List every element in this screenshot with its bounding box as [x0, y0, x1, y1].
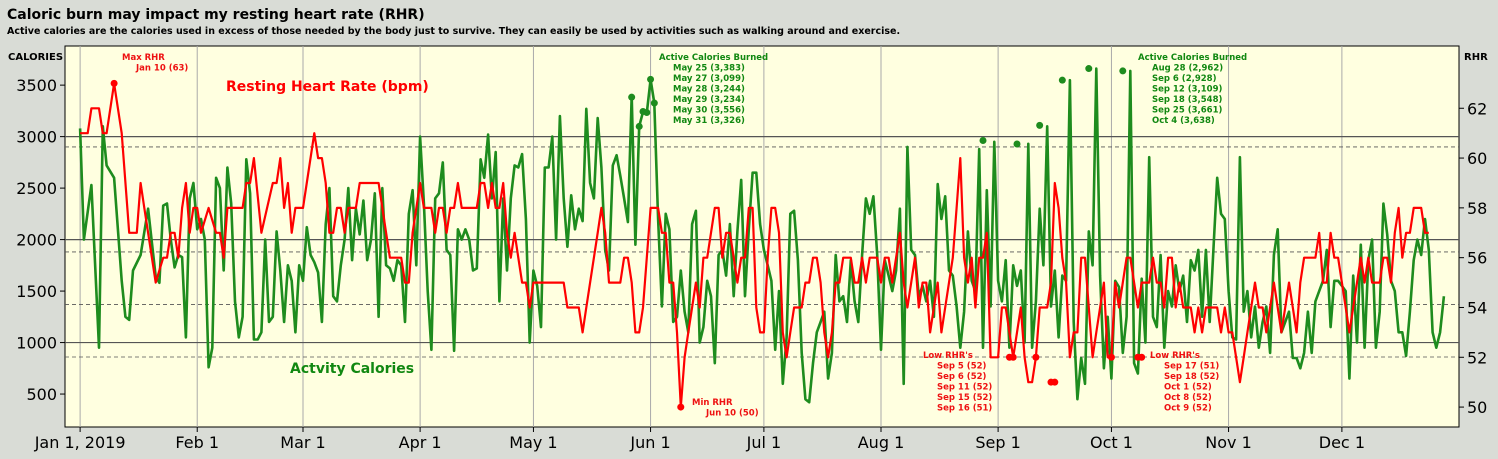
- active-aug-annotation-line: Sep 12 (3,109): [1152, 85, 1222, 95]
- y-right-tick-label: 50: [1467, 398, 1487, 417]
- chart-title: Caloric burn may impact my resting heart…: [7, 7, 425, 23]
- low-rhr-sep-annotation-line: Sep 15 (52): [937, 393, 992, 403]
- y-left-tick-label: 500: [26, 385, 57, 404]
- low-rhr-oct-annotation-line: Oct 8 (52): [1164, 393, 1212, 403]
- active-may-annotation-line: May 28 (3,244): [673, 85, 745, 95]
- max-rhr-annotation-line: Max RHR: [122, 53, 165, 63]
- calories-line: [78, 67, 1446, 404]
- y-right-tick-label: 60: [1467, 149, 1487, 168]
- active-aug-annotation-line: Oct 4 (3,638): [1152, 116, 1215, 126]
- x-tick-label: Aug 1: [858, 433, 905, 452]
- y-right-tick-label: 52: [1467, 348, 1487, 367]
- low-rhr-oct-annotation-line: Oct 9 (52): [1164, 404, 1212, 414]
- active-aug-annotation-line: Aug 28 (2,962): [1152, 64, 1223, 74]
- chart-subtitle: Active calories are the calories used in…: [7, 26, 900, 37]
- calorie-highlight-point: [1085, 65, 1093, 73]
- active-may-annotation-line: May 25 (3,383): [673, 64, 745, 74]
- y-axis-left: 500 1000 1500 2000 2500 3000 3500: [16, 76, 65, 404]
- x-axis: Jan 1, 2019 Feb 1 Mar 1 Apr 1 May 1 Jun 1 Jul …: [34, 427, 1365, 452]
- x-tick-label: Jun 1: [629, 433, 670, 452]
- rhr-low-point: [1107, 353, 1115, 361]
- low-rhr-sep-annotation-line: Sep 6 (52): [937, 372, 987, 382]
- active-aug-annotation-line: Sep 18 (3,548): [1152, 95, 1222, 105]
- y-right-tick-label: 54: [1467, 298, 1487, 317]
- rhr-low-point: [1051, 378, 1059, 386]
- active-may-annotation-line: May 29 (3,234): [673, 95, 745, 105]
- rhr-series: [80, 82, 1429, 409]
- low-rhr-sep-annotation-line: Low RHR's: [923, 351, 973, 361]
- rhr-max-point: [110, 79, 118, 87]
- markers: [110, 65, 1146, 411]
- active-may-annotation-line: May 30 (3,556): [673, 106, 745, 116]
- active-aug-annotation-line: Active Calories Burned: [1138, 53, 1247, 63]
- low-rhr-oct-annotation-line: Sep 18 (52): [1164, 372, 1219, 382]
- y-left-tick-label: 1500: [16, 282, 57, 301]
- rhr-low-point: [1138, 353, 1146, 361]
- active-may-annotation-line: Active Calories Burned: [659, 53, 768, 63]
- active-aug-annotation-line: Sep 6 (2,928): [1152, 74, 1217, 84]
- y-left-tick-label: 2000: [16, 231, 57, 250]
- calorie-highlight-point: [1013, 140, 1021, 148]
- low-rhr-oct-annotation-line: Low RHR's: [1150, 351, 1200, 361]
- y-right-tick-label: 62: [1467, 99, 1487, 118]
- y-right-tick-label: 58: [1467, 199, 1487, 218]
- calorie-highlight-point: [1119, 67, 1127, 75]
- low-rhr-sep-annotation-line: Sep 5 (52): [937, 362, 987, 372]
- x-tick-label: Feb 1: [175, 433, 219, 452]
- x-tick-label: Apr 1: [399, 433, 442, 452]
- x-tick-label: Dec 1: [1319, 433, 1365, 452]
- calorie-highlight-point: [650, 99, 658, 107]
- calories-series: [78, 67, 1446, 404]
- calorie-highlight-point: [1058, 76, 1066, 84]
- x-tick-label: Nov 1: [1205, 433, 1252, 452]
- rhr-low-point: [1032, 353, 1040, 361]
- y-axis-right: 50 52 54 56 58 60 62: [1459, 99, 1487, 417]
- calorie-highlight-point: [1036, 121, 1044, 129]
- active-may-annotation-line: May 27 (3,099): [673, 74, 745, 84]
- calories-series-label: Actvity Calories: [290, 361, 414, 377]
- low-rhr-sep-annotation-line: Sep 16 (51): [937, 404, 992, 414]
- min-rhr-annotation-line: Min RHR: [692, 398, 733, 408]
- y-left-tick-label: 3000: [16, 128, 57, 147]
- x-tick-label: Sep 1: [975, 433, 1020, 452]
- rhr-line: [80, 82, 1429, 409]
- x-tick-label: May 1: [509, 433, 557, 452]
- x-tick-label: Jan 1, 2019: [34, 433, 126, 452]
- rhr-low-point: [1009, 353, 1017, 361]
- calorie-highlight-point: [635, 122, 643, 130]
- x-tick-label: Oct 1: [1090, 433, 1133, 452]
- calorie-highlight-point: [979, 137, 987, 145]
- y-right-tick-label: 56: [1467, 249, 1487, 268]
- low-rhr-sep-annotation-line: Sep 11 (52): [937, 383, 992, 393]
- active-aug-annotation-line: Sep 25 (3,661): [1152, 106, 1222, 116]
- y-left-tick-label: 3500: [16, 76, 57, 95]
- max-rhr-annotation-line: Jan 10 (63): [135, 64, 188, 74]
- y-left-tick-label: 2500: [16, 179, 57, 198]
- rhr-series-label: Resting Heart Rate (bpm): [226, 79, 429, 95]
- x-tick-label: Jul 1: [746, 433, 782, 452]
- low-rhr-oct-annotation-line: Oct 1 (52): [1164, 383, 1212, 393]
- calorie-highlight-point: [647, 75, 655, 83]
- rhr-min-point: [677, 403, 685, 411]
- low-rhr-oct-annotation-line: Sep 17 (51): [1164, 362, 1219, 372]
- y-axis-label-right: RHR: [1464, 52, 1488, 63]
- y-axis-label-left: CALORIES: [8, 52, 63, 63]
- calorie-highlight-point: [643, 109, 651, 117]
- active-may-annotation-line: May 31 (3,326): [673, 116, 745, 126]
- min-rhr-annotation-line: Jun 10 (50): [705, 409, 759, 419]
- calorie-highlight-point: [628, 93, 636, 101]
- y-left-tick-label: 1000: [16, 334, 57, 353]
- grid-lines: [65, 46, 1459, 427]
- x-tick-label: Mar 1: [280, 433, 325, 452]
